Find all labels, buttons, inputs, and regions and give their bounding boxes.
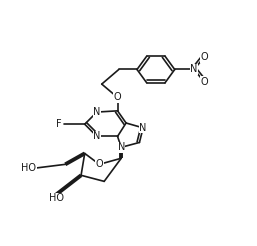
- Text: N: N: [93, 107, 100, 117]
- Text: O: O: [114, 92, 121, 103]
- Text: HO: HO: [49, 193, 64, 203]
- Text: N: N: [139, 123, 147, 133]
- Text: N: N: [117, 142, 125, 152]
- Text: O: O: [200, 77, 208, 87]
- Text: F: F: [56, 119, 62, 129]
- Text: O: O: [200, 52, 208, 62]
- Text: N: N: [190, 64, 198, 75]
- Text: N: N: [93, 131, 100, 141]
- Text: HO: HO: [21, 163, 36, 173]
- Text: O: O: [96, 159, 103, 169]
